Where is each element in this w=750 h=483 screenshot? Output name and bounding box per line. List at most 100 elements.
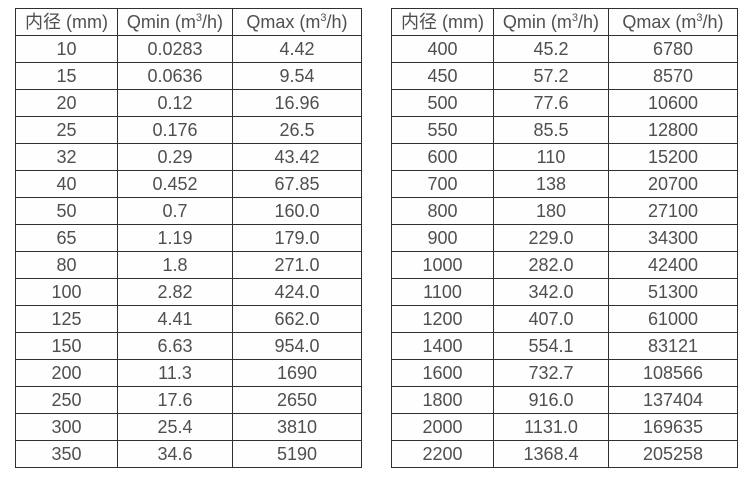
- table-cell: 2650: [232, 386, 362, 414]
- header-qmin-prefix: Qmin (m: [126, 12, 196, 32]
- table-row: 200 11.3 1690: [15, 359, 362, 387]
- table-cell: 150: [15, 332, 118, 360]
- table-row: 1400 554.1 83121: [391, 332, 738, 360]
- table-cell: 229.0: [493, 224, 609, 252]
- table-cell: 138: [493, 170, 609, 198]
- header-qmax-prefix: Qmax (m: [622, 12, 697, 32]
- table-cell: 1200: [391, 305, 494, 333]
- table-cell: 3810: [232, 413, 362, 441]
- table-row: 150 6.63 954.0: [15, 332, 362, 360]
- table-header-row: 内径 (mm) Qmin (m3/h) Qmax (m3/h): [15, 8, 362, 36]
- table-cell: 61000: [608, 305, 738, 333]
- table-cell: 500: [391, 89, 494, 117]
- table-row: 450 57.2 8570: [391, 62, 738, 90]
- table-row: 800 180 27100: [391, 197, 738, 225]
- table-cell: 65: [15, 224, 118, 252]
- table-row: 2200 1368.4 205258: [391, 440, 738, 468]
- table-cell: 137404: [608, 386, 738, 414]
- table-cell: 0.176: [117, 116, 233, 144]
- table-row: 550 85.5 12800: [391, 116, 738, 144]
- table-row: 600 110 15200: [391, 143, 738, 171]
- table-cell: 1.19: [117, 224, 233, 252]
- table-row: 80 1.8 271.0: [15, 251, 362, 279]
- table-cell: 0.12: [117, 89, 233, 117]
- table-cell: 1400: [391, 332, 494, 360]
- table-cell: 350: [15, 440, 118, 468]
- table-cell: 700: [391, 170, 494, 198]
- table-cell: 1100: [391, 278, 494, 306]
- table-body: 10 0.0283 4.42 15 0.0636 9.54 20 0.12 16.96 25 0.1…: [15, 35, 362, 468]
- table-cell: 1368.4: [493, 440, 609, 468]
- table-cell: 43.42: [232, 143, 362, 171]
- table-cell: 27100: [608, 197, 738, 225]
- table-cell: 8570: [608, 62, 738, 90]
- header-qmin-prefix: Qmin (m: [502, 12, 572, 32]
- table-cell: 50: [15, 197, 118, 225]
- table-row: 1100 342.0 51300: [391, 278, 738, 306]
- header-qmax: Qmax (m3/h): [232, 8, 362, 36]
- table-cell: 5190: [232, 440, 362, 468]
- table-row: 300 25.4 3810: [15, 413, 362, 441]
- table-cell: 550: [391, 116, 494, 144]
- table-cell: 25: [15, 116, 118, 144]
- table-body: 400 45.2 6780 450 57.2 8570 500 77.6 10600 550 85.…: [391, 35, 738, 468]
- header-qmin-superscript: 3: [571, 12, 579, 24]
- table-cell: 6780: [608, 35, 738, 63]
- table-cell: 2000: [391, 413, 494, 441]
- table-row: 1800 916.0 137404: [391, 386, 738, 414]
- table-cell: 169635: [608, 413, 738, 441]
- table-cell: 1800: [391, 386, 494, 414]
- table-cell: 57.2: [493, 62, 609, 90]
- table-row: 25 0.176 26.5: [15, 116, 362, 144]
- table-cell: 1131.0: [493, 413, 609, 441]
- header-qmax-suffix: /h): [326, 12, 348, 32]
- table-cell: 342.0: [493, 278, 609, 306]
- table-cell: 15: [15, 62, 118, 90]
- table-cell: 15200: [608, 143, 738, 171]
- flow-table-large-diameter: 内径 (mm) Qmin (m3/h) Qmax (m3/h) 400 45.2 6…: [391, 8, 738, 468]
- header-qmax-suffix: /h): [702, 12, 724, 32]
- table-cell: 180: [493, 197, 609, 225]
- table-cell: 600: [391, 143, 494, 171]
- table-cell: 1.8: [117, 251, 233, 279]
- table-cell: 0.29: [117, 143, 233, 171]
- table-row: 350 34.6 5190: [15, 440, 362, 468]
- table-row: 20 0.12 16.96: [15, 89, 362, 117]
- table-cell: 42400: [608, 251, 738, 279]
- table-cell: 800: [391, 197, 494, 225]
- table-cell: 17.6: [117, 386, 233, 414]
- table-cell: 11.3: [117, 359, 233, 387]
- table-header-row: 内径 (mm) Qmin (m3/h) Qmax (m3/h): [391, 8, 738, 36]
- header-qmax-superscript: 3: [320, 12, 327, 24]
- table-cell: 2.82: [117, 278, 233, 306]
- table-cell: 200: [15, 359, 118, 387]
- table-cell: 0.0636: [117, 62, 233, 90]
- table-cell: 0.0283: [117, 35, 233, 63]
- table-cell: 20700: [608, 170, 738, 198]
- table-cell: 9.54: [232, 62, 362, 90]
- table-cell: 250: [15, 386, 118, 414]
- table-cell: 10: [15, 35, 118, 63]
- table-cell: 80: [15, 251, 118, 279]
- header-qmax: Qmax (m3/h): [608, 8, 738, 36]
- table-cell: 1000: [391, 251, 494, 279]
- table-row: 250 17.6 2650: [15, 386, 362, 414]
- header-diameter: 内径 (mm): [15, 8, 118, 36]
- table-cell: 271.0: [232, 251, 362, 279]
- table-cell: 34300: [608, 224, 738, 252]
- table-cell: 554.1: [493, 332, 609, 360]
- table-cell: 45.2: [493, 35, 609, 63]
- header-qmin-suffix: /h): [578, 12, 600, 32]
- table-cell: 26.5: [232, 116, 362, 144]
- table-cell: 20: [15, 89, 118, 117]
- header-qmin: Qmin (m3/h): [117, 8, 233, 36]
- table-cell: 916.0: [493, 386, 609, 414]
- table-cell: 205258: [608, 440, 738, 468]
- header-diameter: 内径 (mm): [391, 8, 494, 36]
- table-cell: 12800: [608, 116, 738, 144]
- table-cell: 4.42: [232, 35, 362, 63]
- table-row: 125 4.41 662.0: [15, 305, 362, 333]
- table-cell: 900: [391, 224, 494, 252]
- header-qmin-suffix: /h): [202, 12, 224, 32]
